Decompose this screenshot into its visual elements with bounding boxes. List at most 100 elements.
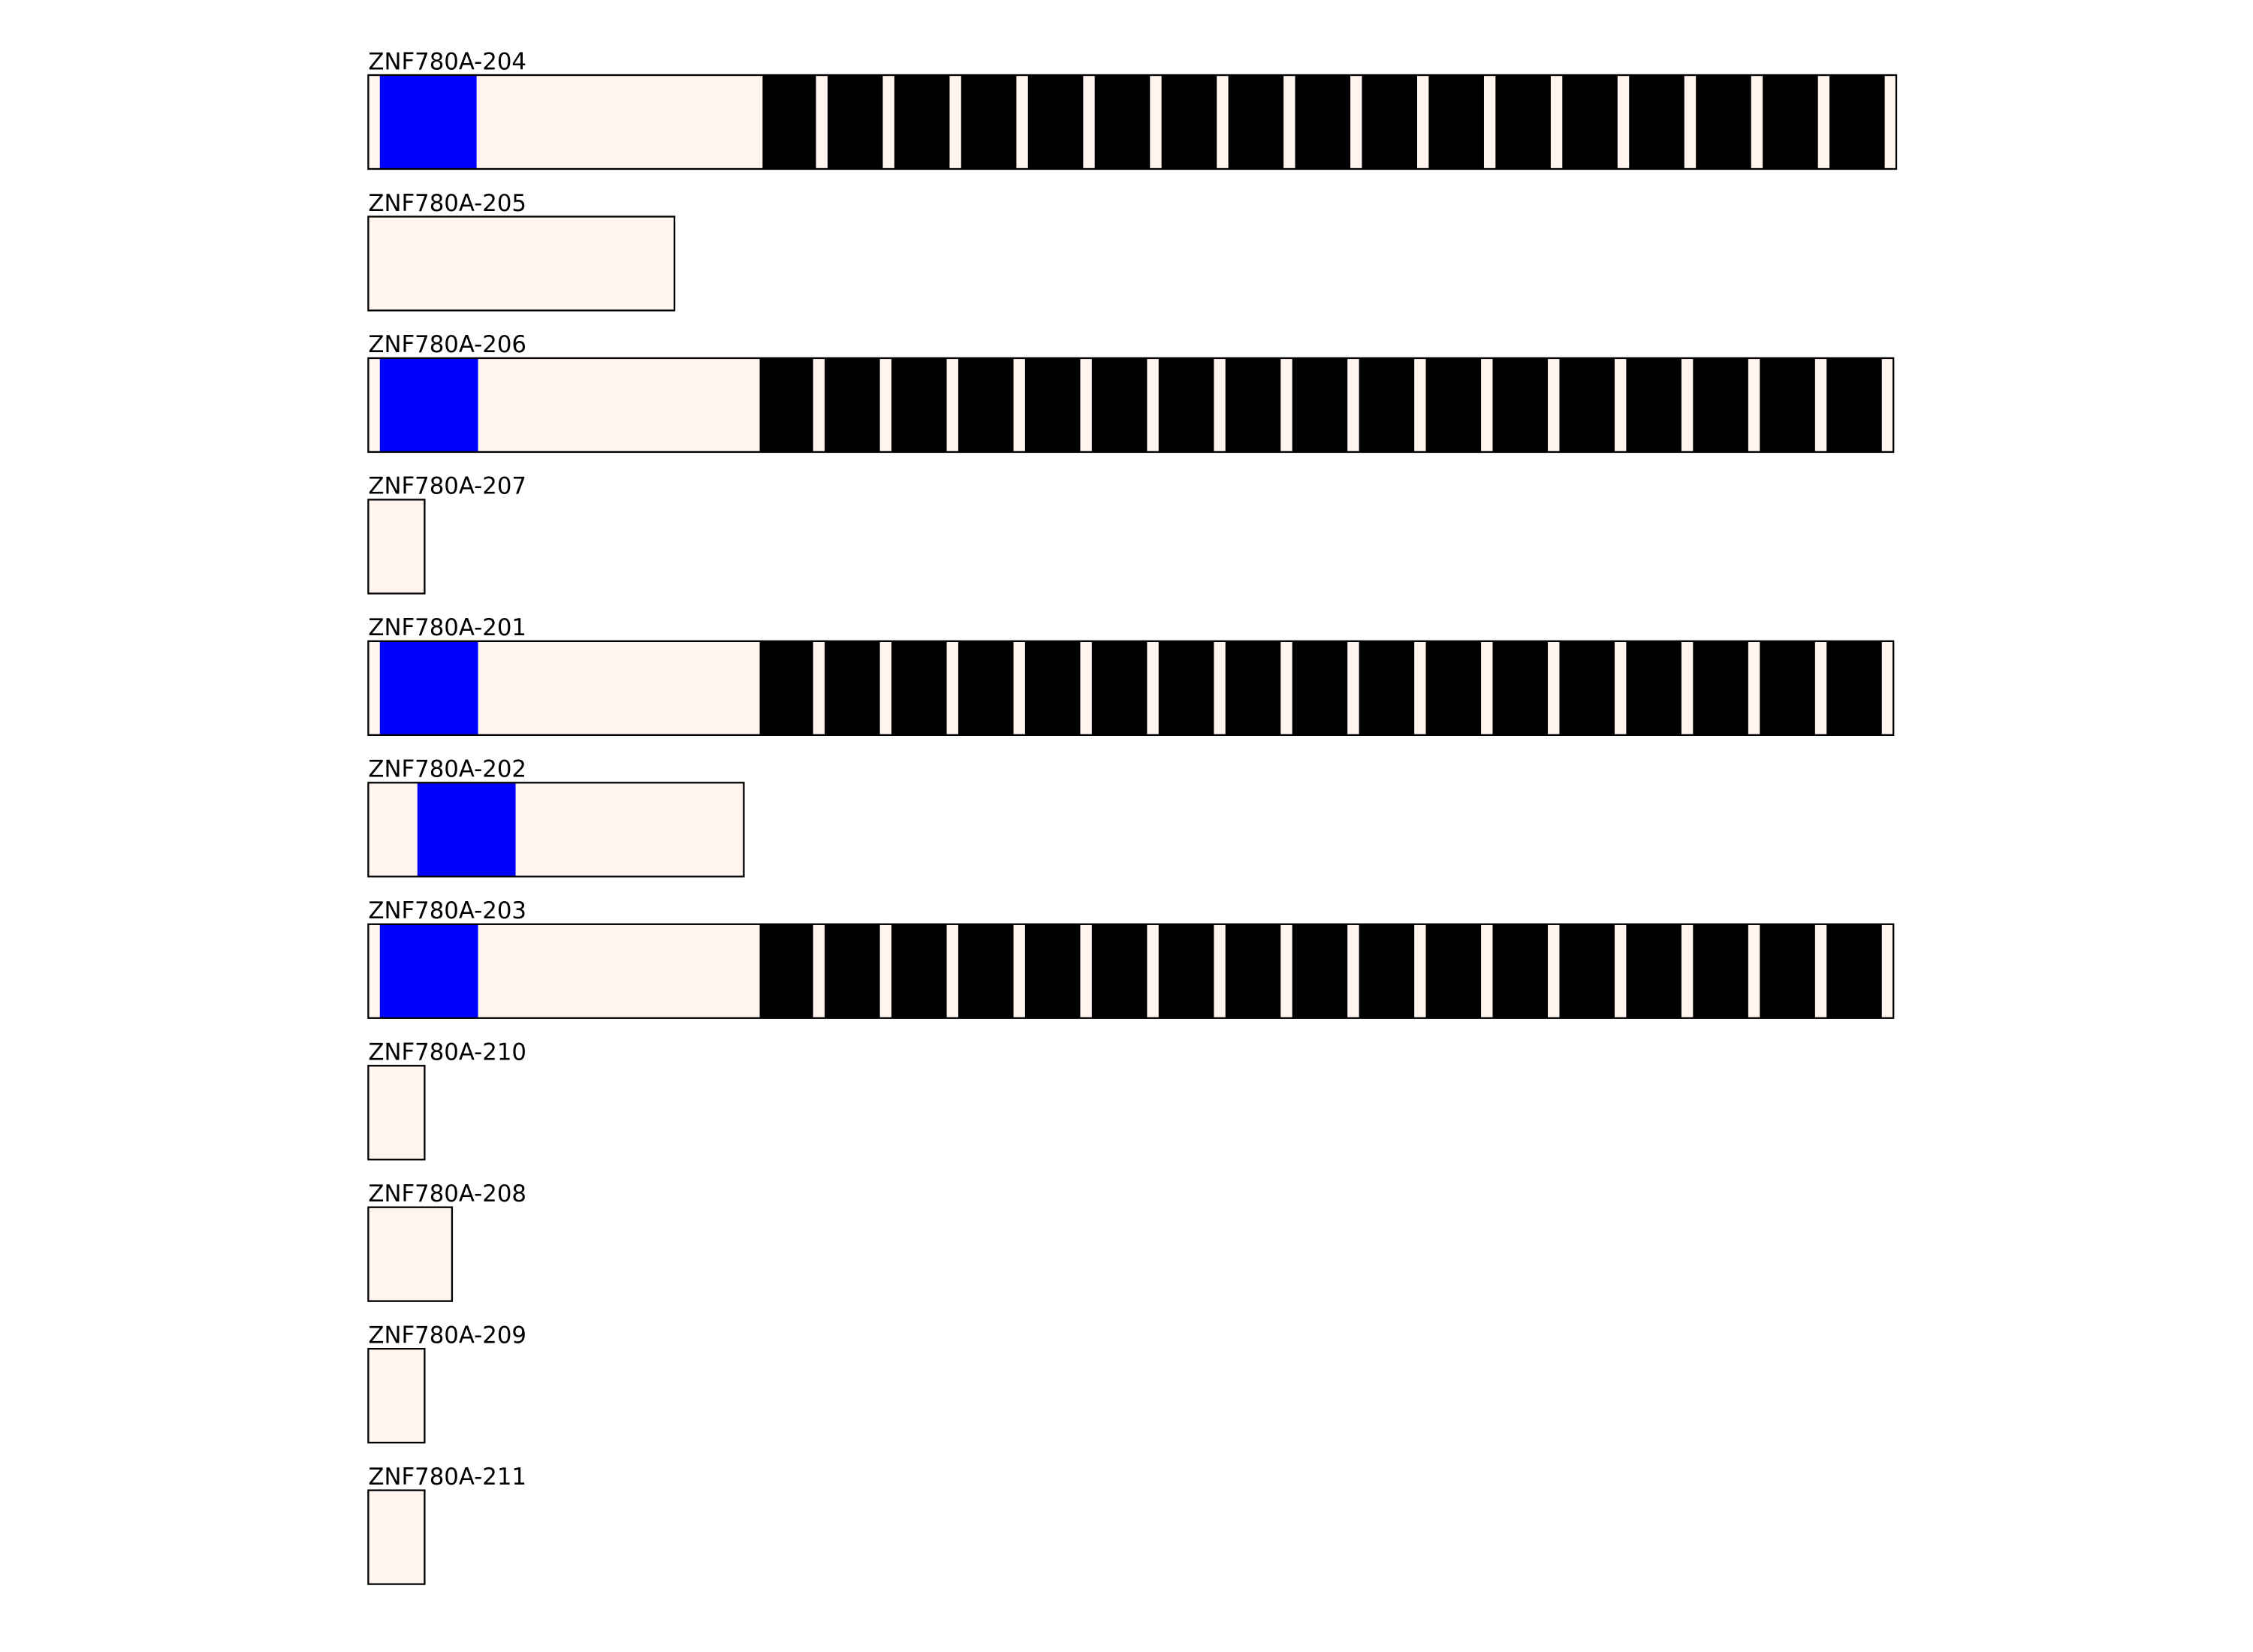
repeat-block	[1225, 924, 1281, 1018]
transcript-row: ZNF780A-203	[367, 897, 1895, 1019]
repeat-block	[1826, 924, 1882, 1018]
transcript-outline	[367, 74, 1898, 170]
transcript-label: ZNF780A-206	[368, 331, 526, 358]
transcript-label: ZNF780A-205	[368, 190, 526, 217]
repeat-block	[961, 75, 1017, 169]
repeat-block	[1760, 924, 1815, 1018]
repeat-block	[1826, 357, 1882, 452]
repeat-block	[958, 357, 1014, 452]
repeat-block	[1362, 75, 1418, 169]
repeat-block	[1091, 357, 1148, 452]
domain-block	[379, 75, 477, 169]
transcript-label: ZNF780A-207	[368, 473, 526, 500]
transcript-label: ZNF780A-208	[368, 1180, 526, 1207]
repeat-block	[1693, 641, 1748, 735]
repeat-block	[1428, 75, 1484, 169]
transcript-outline	[367, 1489, 426, 1585]
transcript-row: ZNF780A-204	[367, 48, 1898, 170]
repeat-block	[1359, 357, 1415, 452]
repeat-block	[1559, 924, 1615, 1018]
repeat-block	[958, 641, 1014, 735]
repeat-block	[1626, 357, 1681, 452]
repeat-block	[1629, 75, 1684, 169]
repeat-block	[1693, 357, 1748, 452]
transcript-row: ZNF780A-211	[367, 1464, 526, 1585]
repeat-block	[891, 641, 947, 735]
repeat-block	[1559, 357, 1615, 452]
transcript-body	[368, 1490, 425, 1584]
repeat-block	[1024, 924, 1081, 1018]
repeat-block	[1024, 357, 1081, 452]
transcript-outline	[367, 640, 1895, 737]
transcript-label: ZNF780A-210	[368, 1039, 526, 1066]
repeat-block	[1161, 75, 1217, 169]
transcript-label: ZNF780A-204	[368, 48, 526, 75]
repeat-block	[1228, 75, 1284, 169]
transcript-row: ZNF780A-208	[367, 1180, 526, 1302]
transcript-outline	[367, 216, 676, 312]
repeat-block	[827, 75, 883, 169]
transcript-label: ZNF780A-201	[368, 614, 526, 641]
repeat-block	[759, 641, 813, 735]
repeat-block	[1562, 75, 1618, 169]
repeat-block	[1094, 75, 1151, 169]
repeat-block	[1696, 75, 1751, 169]
repeat-block	[1826, 641, 1882, 735]
repeat-block	[759, 357, 813, 452]
repeat-block	[1027, 75, 1084, 169]
transcript-row: ZNF780A-202	[367, 756, 745, 878]
repeat-block	[1760, 357, 1815, 452]
repeat-block	[1158, 924, 1214, 1018]
transcript-outline	[367, 357, 1895, 454]
transcript-body	[368, 1066, 425, 1160]
transcript-label: ZNF780A-211	[368, 1464, 526, 1491]
repeat-block	[1626, 924, 1681, 1018]
repeat-block	[1495, 75, 1551, 169]
transcript-body	[368, 216, 675, 311]
transcript-outline	[367, 923, 1895, 1019]
transcript-row: ZNF780A-205	[367, 190, 676, 312]
repeat-block	[891, 924, 947, 1018]
transcript-row: ZNF780A-201	[367, 614, 1895, 737]
repeat-block	[1425, 641, 1482, 735]
transcript-label: ZNF780A-209	[368, 1322, 526, 1349]
transcript-outline	[367, 782, 745, 878]
transcript-outline	[367, 1348, 426, 1444]
repeat-block	[1693, 924, 1748, 1018]
repeat-block	[1158, 357, 1214, 452]
repeat-block	[1359, 924, 1415, 1018]
transcript-outline	[367, 1065, 426, 1161]
repeat-block	[1292, 924, 1348, 1018]
repeat-block	[1425, 924, 1482, 1018]
repeat-block	[891, 357, 947, 452]
repeat-block	[1024, 641, 1081, 735]
repeat-block	[894, 75, 950, 169]
repeat-block	[825, 641, 880, 735]
repeat-block	[1158, 641, 1214, 735]
repeat-block	[1829, 75, 1885, 169]
transcript-row: ZNF780A-207	[367, 473, 526, 595]
transcript-outline	[367, 499, 426, 595]
domain-block	[379, 641, 478, 735]
repeat-block	[1292, 357, 1348, 452]
repeat-block	[1492, 641, 1549, 735]
repeat-block	[1295, 75, 1351, 169]
repeat-block	[1763, 75, 1818, 169]
repeat-block	[1091, 641, 1148, 735]
repeat-block	[1760, 641, 1815, 735]
repeat-block	[825, 924, 880, 1018]
repeat-block	[1492, 924, 1549, 1018]
transcript-row: ZNF780A-206	[367, 331, 1895, 454]
repeat-block	[1359, 641, 1415, 735]
repeat-block	[825, 357, 880, 452]
domain-block	[417, 782, 516, 877]
repeat-block	[1626, 641, 1681, 735]
domain-block	[379, 924, 478, 1018]
repeat-block	[1091, 924, 1148, 1018]
transcript-body	[368, 1349, 425, 1443]
transcript-row: ZNF780A-210	[367, 1039, 526, 1161]
repeat-block	[759, 924, 813, 1018]
repeat-block	[958, 924, 1014, 1018]
